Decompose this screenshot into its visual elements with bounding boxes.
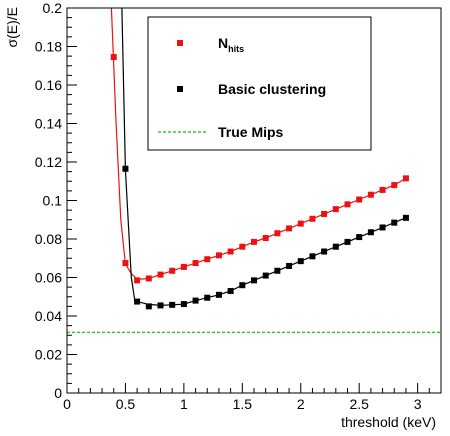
series-nhits-point bbox=[227, 248, 234, 255]
series-nhits-point bbox=[122, 260, 129, 267]
series-nhits-point bbox=[192, 260, 199, 267]
y-tick-label: 0.16 bbox=[35, 77, 62, 93]
y-tick-label: 0.04 bbox=[35, 308, 62, 324]
series-basic-clustering-point bbox=[157, 302, 164, 309]
series-nhits-point bbox=[110, 54, 117, 61]
series-nhits-point bbox=[134, 277, 141, 284]
series-nhits-point bbox=[367, 191, 374, 198]
plot-area bbox=[67, 8, 441, 334]
series-basic-clustering-point bbox=[286, 262, 293, 269]
series-basic-clustering-point bbox=[169, 301, 176, 308]
series-basic-clustering-point bbox=[145, 303, 152, 310]
series-basic-clustering-point bbox=[309, 253, 316, 260]
legend-label-nhits-sub: hits bbox=[228, 44, 244, 54]
series-basic-clustering-point bbox=[251, 277, 257, 284]
series-nhits-point bbox=[251, 238, 257, 245]
x-axis-title: threshold (keV) bbox=[341, 414, 436, 430]
series-basic-clustering-point bbox=[332, 243, 339, 250]
y-tick-label: 0.18 bbox=[35, 39, 62, 55]
series-basic-clustering-point bbox=[180, 301, 187, 308]
x-tick-label: 2.5 bbox=[349, 396, 369, 412]
series-nhits-point bbox=[145, 275, 152, 282]
legend-label-nhits-main: N bbox=[218, 35, 228, 51]
x-tick-label: 0 bbox=[63, 396, 71, 412]
series-basic-clustering-point bbox=[227, 287, 234, 294]
y-tick-label: 0.02 bbox=[35, 347, 62, 363]
legend-marker-nhits bbox=[177, 40, 183, 46]
plot-frame bbox=[66, 7, 442, 394]
series-nhits-point bbox=[157, 271, 164, 278]
series-basic-clustering-point bbox=[402, 214, 409, 221]
series-basic-clustering-point bbox=[239, 282, 246, 289]
y-tick-label: 0.2 bbox=[43, 0, 63, 16]
series-nhits-point bbox=[204, 256, 211, 263]
y-tick-label: 0.06 bbox=[35, 270, 62, 286]
series-nhits-point bbox=[332, 206, 339, 213]
series-nhits-point bbox=[356, 196, 363, 203]
series-nhits-point bbox=[262, 235, 269, 242]
x-tick-label: 1 bbox=[180, 396, 188, 412]
series-nhits-point bbox=[391, 182, 398, 189]
y-tick-label: 0.1 bbox=[43, 193, 63, 209]
legend-label-nhits: Nhits bbox=[218, 35, 244, 54]
series-basic-clustering-point bbox=[204, 294, 211, 301]
y-tick-label: 0.08 bbox=[35, 231, 62, 247]
series-nhits-point bbox=[169, 267, 176, 274]
series-basic-clustering-point bbox=[344, 238, 351, 245]
series-basic-clustering-point bbox=[134, 298, 141, 305]
series-nhits-point bbox=[379, 186, 386, 193]
legend: Nhits Basic clustering True Mips bbox=[147, 16, 372, 151]
series-basic-clustering-point bbox=[215, 291, 222, 298]
series-basic-clustering-point bbox=[356, 234, 363, 241]
series-nhits-point bbox=[215, 252, 222, 259]
series-basic-clustering-point bbox=[122, 165, 129, 172]
series-basic-clustering-point bbox=[379, 224, 386, 231]
series-nhits-point bbox=[297, 220, 304, 227]
tick-layer: 0 0.5 1 1.5 2 2.5 3 0 0.02 0.04 0.06 0.08 0.1 0.12 0.1… bbox=[35, 0, 442, 412]
plot-layer bbox=[67, 8, 441, 334]
x-tick-label: 0.5 bbox=[116, 396, 136, 412]
legend-marker-basic-clustering bbox=[177, 86, 183, 92]
series-nhits-point bbox=[180, 263, 187, 270]
legend-box bbox=[147, 16, 372, 151]
y-tick-label: 0.12 bbox=[35, 154, 62, 170]
series-nhits-point bbox=[309, 215, 316, 222]
series-basic-clustering-point bbox=[192, 297, 199, 304]
series-nhits-point bbox=[286, 225, 293, 232]
series-nhits-point bbox=[402, 175, 409, 182]
series-basic-clustering-point bbox=[297, 258, 304, 265]
series-basic-clustering-point bbox=[321, 248, 328, 255]
y-tick-label: 0.14 bbox=[35, 116, 62, 132]
x-tick-label: 3 bbox=[414, 396, 422, 412]
series-basic-clustering-point bbox=[262, 272, 269, 279]
legend-label-true-mips: True Mips bbox=[218, 124, 284, 140]
y-tick-label: 0 bbox=[54, 385, 62, 401]
y-axis-title: σ(E)/E bbox=[4, 7, 20, 48]
series-basic-clustering-point bbox=[367, 229, 374, 236]
series-nhits-point bbox=[321, 210, 328, 217]
x-tick-label: 1.5 bbox=[233, 396, 253, 412]
series-basic-clustering-point bbox=[274, 267, 281, 274]
legend-label-basic-clustering: Basic clustering bbox=[218, 81, 326, 97]
series-basic-clustering-point bbox=[391, 219, 398, 226]
x-tick-label: 2 bbox=[297, 396, 305, 412]
series-nhits-point bbox=[344, 201, 351, 208]
series-nhits-point bbox=[239, 243, 246, 250]
series-nhits-point bbox=[274, 230, 281, 237]
